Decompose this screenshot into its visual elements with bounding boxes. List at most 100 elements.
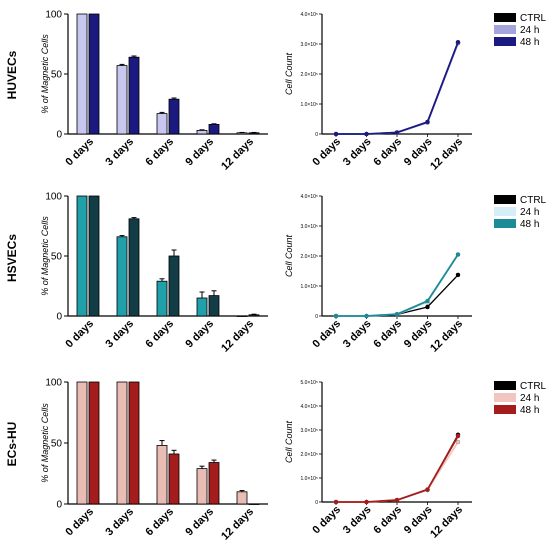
bar-s0-c1 [116,65,128,135]
y-tick-label: 100 [45,378,62,389]
legend-label-0: CTRL [520,381,547,392]
legend-label-2: 48 h [520,37,539,48]
point-s2-p3 [425,298,430,304]
x-tick-label: 3 days [103,318,136,351]
point-s2-p4 [455,39,461,45]
x-tick-label: 0 days [63,318,96,351]
point-s2-p0 [333,499,339,505]
point-s2-p1 [364,499,369,505]
legend-swatch-1 [494,207,516,216]
legend-label-1: 24 h [520,25,539,36]
line-chart-1: Cell Count 0 1.0×10⁵ 2.0×10⁵ 3.0×10⁵ 4.0×10⁵ 0… [284,12,547,173]
legend-swatch-1 [494,393,516,402]
x-tick-label: 0 days [63,136,96,169]
line-chart-3: Cell Count 0 1.0×10⁵ 2.0×10⁵ 3.0×10⁵ 4.0×10⁵ 0… [284,194,547,355]
x-tick-label: 0 days [310,504,343,537]
y-tick-label: 2.0×10⁵ [300,72,318,78]
row-label: HSVECs [5,234,19,282]
bar-s1-c1 [128,56,140,135]
x-tick-label: 6 days [143,506,176,539]
bar-s0-c2 [156,445,168,505]
x-tick-label: 3 days [103,506,136,539]
point-s2-p0 [333,131,339,137]
series-line-1 [336,441,459,503]
y-axis-label: Cell Count [284,234,294,277]
legend-swatch-0 [494,195,516,204]
y-tick-label: 0 [315,500,318,506]
x-tick-label: 9 days [183,318,216,351]
y-axis-label: Cell Count [284,420,294,463]
y-tick-label: 4.0×10⁵ [300,404,318,410]
x-tick-label: 12 days [219,318,256,355]
y-tick-label: 1.0×10⁵ [300,284,318,290]
y-axis-label: % of Magnetic Cells [40,216,50,296]
y-tick-label: 0 [56,312,62,323]
y-tick-label: 0 [56,500,62,511]
bar-s1-c0 [88,13,100,135]
bar-s0-c3 [196,129,208,135]
point-s0-p3 [425,304,430,310]
x-tick-label: 3 days [341,136,374,169]
bar-s1-c4 [248,132,260,135]
x-tick-label: 9 days [183,136,216,169]
series-line-1 [336,254,459,317]
bar-s0-c1 [116,236,128,317]
point-s2-p1 [364,313,369,319]
legend-label-2: 48 h [520,219,539,230]
bar-s1-c3 [208,124,220,135]
y-tick-label: 100 [45,10,62,21]
x-tick-label: 3 days [341,318,374,351]
point-s2-p2 [394,497,400,503]
x-tick-label: 3 days [341,504,374,537]
x-tick-label: 12 days [428,504,465,541]
legend-label-0: CTRL [520,13,547,24]
x-tick-label: 3 days [103,136,136,169]
legend-label-0: CTRL [520,195,547,206]
point-s2-p3 [425,487,430,492]
legend-label-1: 24 h [520,393,539,404]
bar-s1-c1 [128,381,140,505]
bar-s1-c3 [208,295,220,317]
y-tick-label: 100 [45,192,62,203]
y-tick-label: 4.0×10⁵ [300,194,318,200]
x-tick-label: 6 days [371,318,404,351]
point-s2-p3 [425,119,430,125]
bar-s1-c2 [168,453,180,505]
bar-chart-4: ECs-HU % of Magnetic Cells 0 50 100 0 days 3 d… [5,378,268,543]
x-tick-label: 12 days [219,136,256,173]
x-tick-label: 0 days [310,318,343,351]
legend-swatch-1 [494,25,516,34]
y-tick-label: 3.0×10⁵ [300,224,318,230]
row-label: ECs-HU [5,422,19,467]
legend-swatch-0 [494,381,516,390]
bar-s0-c0 [76,381,88,505]
bar-s1-c3 [208,462,220,505]
y-tick-label: 1.0×10⁵ [300,102,318,108]
legend-swatch-2 [494,37,516,46]
bar-s1-c2 [168,255,180,317]
bar-s0-c4 [236,315,248,317]
y-tick-label: 0 [315,314,318,320]
y-tick-label: 4.0×10⁵ [300,12,318,18]
y-tick-label: 3.0×10⁵ [300,42,318,48]
point-s1-p4 [455,439,461,445]
y-tick-label: 50 [51,439,63,450]
y-tick-label: 1.0×10⁵ [300,476,318,482]
y-tick-label: 5.0×10⁵ [300,380,318,386]
x-tick-label: 12 days [428,318,465,355]
bar-chart-2: HSVECs % of Magnetic Cells 0 50 100 0 days 3 d… [5,192,268,355]
point-s2-p4 [455,252,461,257]
bar-s0-c4 [236,132,248,135]
bar-s0-c4 [236,491,248,505]
bar-s0-c0 [76,195,88,317]
bar-s0-c2 [156,113,168,135]
series-line-2 [336,254,459,317]
bar-s0-c3 [196,297,208,317]
bar-s0-c2 [156,280,168,317]
bar-s1-c4 [248,503,260,505]
line-chart-5: Cell Count 0 1.0×10⁵ 2.0×10⁵ 3.0×10⁵ 4.0×10⁵ 5… [284,380,547,541]
x-tick-label: 6 days [371,504,404,537]
x-tick-label: 6 days [143,318,176,351]
bar-chart-0: HUVECs % of Magnetic Cells 0 50 100 0 days 3 d… [5,10,268,173]
